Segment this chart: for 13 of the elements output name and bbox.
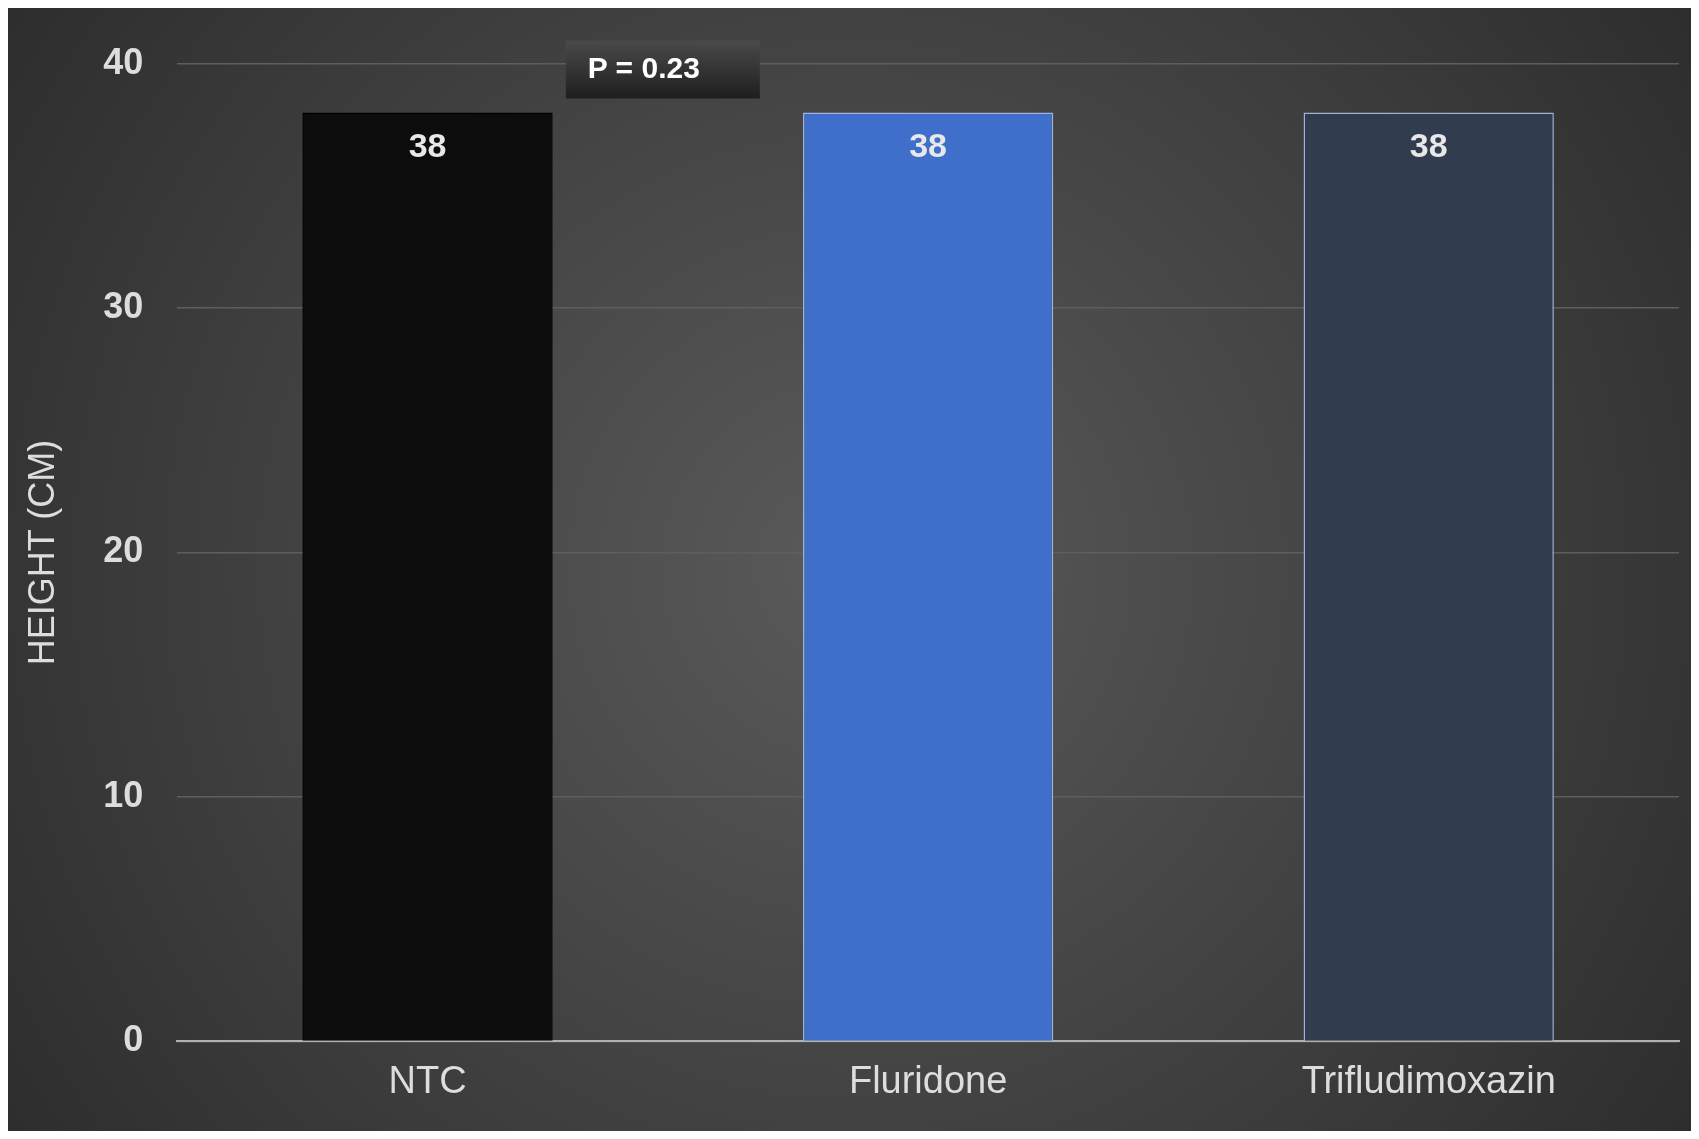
- y-tick-label: 40: [103, 40, 144, 82]
- y-tick-label: 10: [103, 773, 144, 815]
- annotation: P = 0.23: [587, 50, 700, 84]
- y-tick-label: 30: [103, 284, 144, 326]
- y-tick-label: 20: [103, 529, 144, 571]
- y-tick-label: 0: [123, 1018, 144, 1060]
- x-tick-label: NTC: [388, 1058, 467, 1101]
- data-label: 38: [909, 125, 948, 164]
- x-tick-label: Trifludimoxazin: [1301, 1058, 1556, 1101]
- data-label: 38: [408, 125, 447, 164]
- y-axis-title: HEIGHT (CM): [20, 439, 62, 666]
- data-label: 38: [1409, 125, 1448, 164]
- x-tick-label: Fluridone: [848, 1058, 1008, 1101]
